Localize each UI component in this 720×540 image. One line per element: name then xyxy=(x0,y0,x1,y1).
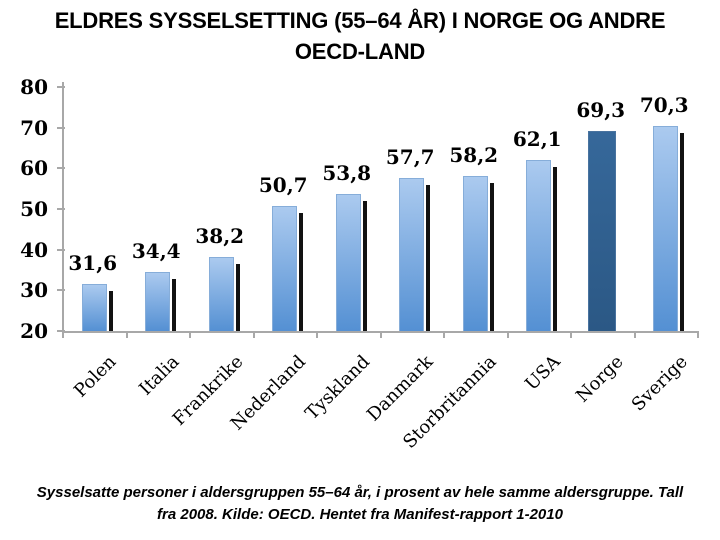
x-tick xyxy=(506,333,509,338)
y-axis-label: 60 xyxy=(20,156,48,181)
bar-shadow xyxy=(680,133,685,331)
chart-title-line2: OECD-LAND xyxy=(294,39,426,64)
y-axis-label: 70 xyxy=(20,115,48,140)
value-label: 50,7 xyxy=(258,173,308,198)
bar-shadow xyxy=(299,213,304,331)
x-tick xyxy=(252,333,255,338)
source-caption-line1: Sysselsatte personer i aldersgruppen 55–… xyxy=(36,484,684,501)
chart-title-line1: ELDRES SYSSELSETTING (55–64 ÅR) I NORGE … xyxy=(54,8,666,33)
x-tick xyxy=(316,333,318,338)
bar-shadow xyxy=(489,182,494,331)
value-label: 69,3 xyxy=(576,97,626,122)
bar-shadow xyxy=(553,166,558,331)
bar xyxy=(526,159,552,331)
bar-shadow xyxy=(172,279,177,331)
value-label: 70,3 xyxy=(639,93,689,118)
bar xyxy=(81,283,107,331)
x-axis-label: Polen xyxy=(69,351,120,402)
y-axis-line xyxy=(62,82,64,333)
x-tick xyxy=(189,333,191,338)
x-axis-label: Norge xyxy=(572,351,628,407)
y-tick xyxy=(57,208,65,210)
value-label: 38,2 xyxy=(195,223,245,248)
bar-shadow xyxy=(235,263,240,331)
bar xyxy=(335,193,361,331)
bar xyxy=(399,177,425,331)
bar-shadow xyxy=(362,200,367,331)
value-label: 31,6 xyxy=(68,250,118,275)
x-tick xyxy=(570,333,572,338)
y-tick xyxy=(57,86,65,88)
x-axis-label: Italia xyxy=(135,351,184,400)
value-label: 62,1 xyxy=(512,126,562,151)
chart-title: ELDRES SYSSELSETTING (55–64 ÅR) I NORGE … xyxy=(0,5,720,67)
x-tick xyxy=(443,333,445,338)
x-axis-line xyxy=(62,331,699,333)
bar-shadow xyxy=(108,290,113,331)
bar-highlighted xyxy=(587,130,616,331)
bar xyxy=(272,206,298,331)
value-label: 34,4 xyxy=(131,239,181,264)
bar xyxy=(145,272,171,331)
x-tick xyxy=(379,333,382,338)
value-label: 58,2 xyxy=(449,142,499,167)
value-label: 57,7 xyxy=(385,144,435,169)
y-axis-label: 80 xyxy=(20,75,48,99)
y-tick xyxy=(57,248,65,251)
x-axis-label: Tyskland xyxy=(301,351,374,425)
x-tick xyxy=(697,333,699,338)
y-axis-label: 20 xyxy=(20,319,48,343)
y-tick xyxy=(57,167,65,170)
x-tick xyxy=(125,333,128,338)
y-axis-label: 50 xyxy=(20,197,48,221)
y-tick xyxy=(57,126,65,129)
value-label: 53,8 xyxy=(322,160,372,185)
y-tick xyxy=(57,330,65,332)
x-axis-label: Sverige xyxy=(627,351,692,416)
bar xyxy=(462,175,488,331)
bar xyxy=(653,126,679,331)
y-axis-label: 40 xyxy=(20,237,48,262)
y-axis-label: 30 xyxy=(20,278,48,303)
x-tick xyxy=(633,333,636,338)
bar-shadow xyxy=(426,184,431,331)
source-caption: Sysselsatte personer i aldersgruppen 55–… xyxy=(0,482,720,526)
x-axis-label: USA xyxy=(520,351,565,395)
y-tick xyxy=(57,289,65,292)
bar xyxy=(208,256,234,331)
x-tick xyxy=(62,333,64,338)
source-caption-line2: fra 2008. Kilde: OECD. Hentet fra Manife… xyxy=(157,506,563,523)
